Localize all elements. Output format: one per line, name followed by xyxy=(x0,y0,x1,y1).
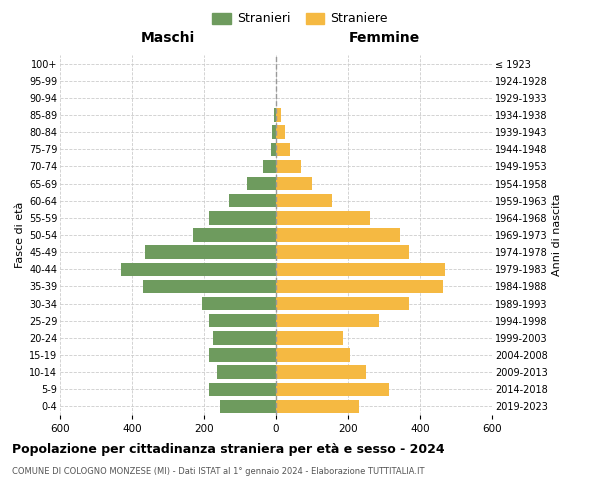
Bar xyxy=(276,366,366,379)
Bar xyxy=(276,142,290,156)
Bar xyxy=(276,314,379,328)
Bar xyxy=(271,142,276,156)
Bar xyxy=(209,211,276,224)
Bar xyxy=(276,228,400,241)
Bar xyxy=(145,246,276,259)
Legend: Stranieri, Straniere: Stranieri, Straniere xyxy=(208,8,392,29)
Bar xyxy=(276,246,409,259)
Bar xyxy=(213,331,276,344)
Text: COMUNE DI COLOGNO MONZESE (MI) - Dati ISTAT al 1° gennaio 2024 - Elaborazione TU: COMUNE DI COLOGNO MONZESE (MI) - Dati IS… xyxy=(12,468,425,476)
Bar xyxy=(121,262,276,276)
Bar xyxy=(276,108,281,122)
Y-axis label: Anni di nascita: Anni di nascita xyxy=(552,194,562,276)
Bar xyxy=(274,108,276,122)
Text: Femmine: Femmine xyxy=(349,30,419,44)
Bar xyxy=(209,348,276,362)
Bar xyxy=(247,177,276,190)
Bar xyxy=(202,297,276,310)
Bar xyxy=(276,211,370,224)
Bar xyxy=(276,382,389,396)
Bar xyxy=(217,366,276,379)
Bar xyxy=(276,280,443,293)
Bar xyxy=(276,348,350,362)
Bar xyxy=(276,126,285,139)
Bar xyxy=(143,280,276,293)
Bar xyxy=(220,400,276,413)
Bar xyxy=(272,126,276,139)
Bar xyxy=(276,262,445,276)
Bar xyxy=(209,382,276,396)
Bar xyxy=(276,400,359,413)
Bar xyxy=(276,160,301,173)
Text: Popolazione per cittadinanza straniera per età e sesso - 2024: Popolazione per cittadinanza straniera p… xyxy=(12,442,445,456)
Bar xyxy=(229,194,276,207)
Bar xyxy=(193,228,276,241)
Bar xyxy=(276,331,343,344)
Bar xyxy=(209,314,276,328)
Bar xyxy=(276,177,312,190)
Bar xyxy=(263,160,276,173)
Y-axis label: Fasce di età: Fasce di età xyxy=(14,202,25,268)
Bar xyxy=(276,297,409,310)
Text: Maschi: Maschi xyxy=(141,30,195,44)
Bar xyxy=(276,194,332,207)
